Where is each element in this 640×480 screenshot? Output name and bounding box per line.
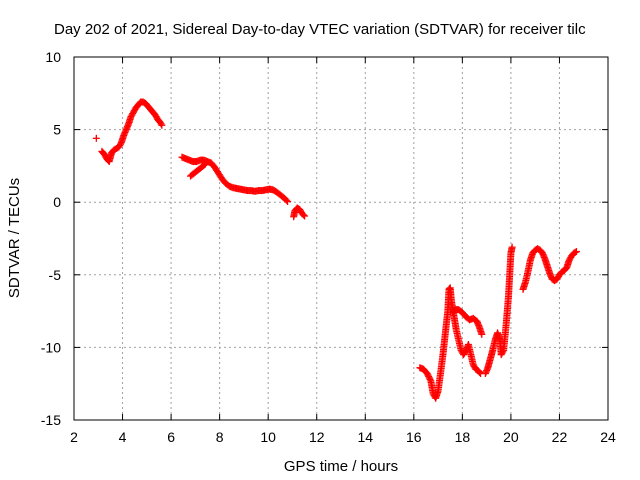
data-point	[426, 375, 434, 383]
x-tick-label: 24	[600, 429, 616, 445]
x-tick-label: 18	[455, 429, 471, 445]
data-point	[284, 197, 292, 205]
data-point	[476, 369, 484, 377]
data-point	[92, 134, 100, 142]
data-point	[158, 121, 166, 129]
data-point	[478, 330, 486, 338]
x-tick-label: 12	[309, 429, 325, 445]
grid-lines	[74, 57, 608, 420]
y-axis-label: SDTVAR / TECUs	[6, 178, 23, 298]
data-point	[499, 348, 507, 356]
x-tick-label: 14	[357, 429, 373, 445]
data-point	[571, 248, 579, 256]
x-tick-label: 22	[552, 429, 568, 445]
x-tick-label: 16	[406, 429, 422, 445]
x-tick-label: 20	[503, 429, 519, 445]
axis-ticks	[73, 56, 609, 421]
data-point	[200, 161, 208, 169]
x-tick-labels: 2 4 6 8 10 12 14 16 18 20 22 24	[70, 429, 616, 445]
data-point	[299, 211, 307, 219]
y-tick-label: -15	[41, 412, 61, 428]
y-tick-label: -5	[49, 267, 62, 283]
data-point	[157, 120, 165, 128]
x-tick-label: 8	[216, 429, 224, 445]
data-point	[282, 196, 290, 204]
data-point	[508, 243, 516, 251]
x-tick-label: 2	[70, 429, 78, 445]
x-tick-label: 4	[119, 429, 127, 445]
y-tick-labels: -15 -10 -5 0 5 10	[41, 49, 61, 428]
y-tick-label: 0	[53, 194, 61, 210]
data-points	[92, 98, 580, 402]
x-tick-label: 10	[260, 429, 276, 445]
y-tick-label: 5	[53, 122, 61, 138]
plot-frame	[73, 56, 609, 421]
chart-title: Day 202 of 2021, Sidereal Day-to-day VTE…	[54, 21, 586, 38]
data-point	[301, 212, 309, 220]
x-axis-label: GPS time / hours	[284, 458, 398, 475]
x-tick-label: 6	[167, 429, 175, 445]
y-tick-label: 10	[45, 49, 61, 65]
data-point	[572, 248, 580, 256]
data-point	[201, 160, 209, 168]
y-tick-label: -10	[41, 339, 61, 355]
